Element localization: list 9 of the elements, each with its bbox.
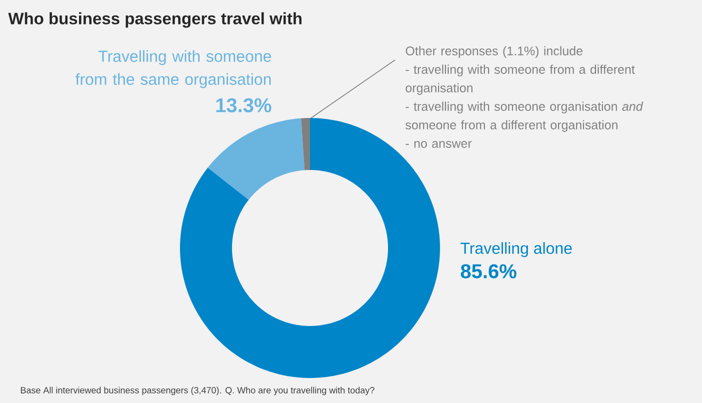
text: - no answer <box>406 141 472 148</box>
data-label: 13.3% <box>216 98 272 112</box>
text: - travelling with someone organisation and someone from a different organisation <box>406 102 644 132</box>
slice-label: Travelling alone <box>460 242 572 258</box>
slice-label: Other responses (1.1%) include <box>406 46 582 58</box>
chart-title: Who business passengers travel with <box>8 12 302 28</box>
text: Base All interviewed business passengers (3,470). Q. Who are you travelling with today? <box>20 386 374 396</box>
slice-label: Travelling with someone from the same organisation <box>75 50 272 88</box>
data-label: 85.6% <box>460 264 516 278</box>
